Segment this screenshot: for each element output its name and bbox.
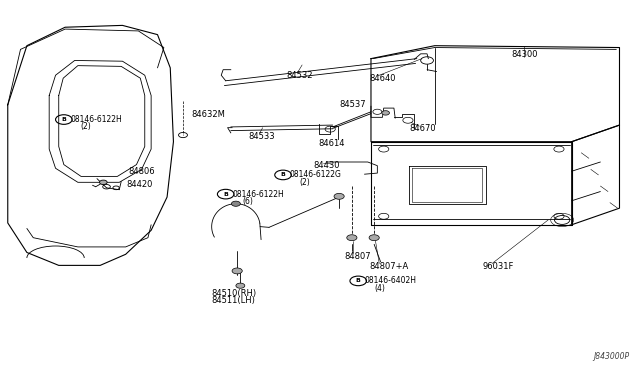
Text: (6): (6) — [243, 197, 253, 206]
Text: J843000P: J843000P — [593, 352, 629, 361]
Text: 84420: 84420 — [126, 180, 153, 189]
Text: B: B — [223, 192, 228, 197]
Text: 08146-6402H: 08146-6402H — [365, 276, 417, 285]
Text: 84807: 84807 — [344, 251, 371, 261]
Text: 84806: 84806 — [129, 167, 156, 176]
Circle shape — [100, 180, 107, 185]
Text: 08146-6122G: 08146-6122G — [289, 170, 341, 179]
Text: B: B — [280, 173, 285, 177]
Text: 84510(RH): 84510(RH) — [212, 289, 257, 298]
Text: B: B — [356, 278, 361, 283]
Circle shape — [232, 201, 241, 206]
Text: 84614: 84614 — [319, 139, 345, 148]
Text: 84670: 84670 — [409, 124, 436, 133]
Circle shape — [369, 235, 380, 241]
Text: 08146-6122H: 08146-6122H — [232, 190, 284, 199]
Text: 84640: 84640 — [370, 74, 396, 83]
Text: B: B — [61, 117, 67, 122]
Circle shape — [334, 193, 344, 199]
Text: 84430: 84430 — [314, 161, 340, 170]
Text: 84532: 84532 — [287, 71, 314, 80]
Text: 08146-6122H: 08146-6122H — [70, 115, 122, 124]
Circle shape — [236, 283, 245, 288]
Text: 84533: 84533 — [248, 132, 275, 141]
Text: 84300: 84300 — [511, 51, 538, 60]
Circle shape — [382, 111, 390, 115]
Text: 84511(LH): 84511(LH) — [212, 296, 255, 305]
Text: 84807+A: 84807+A — [370, 262, 409, 270]
Text: (2): (2) — [300, 178, 310, 187]
Text: 84537: 84537 — [339, 100, 365, 109]
Circle shape — [347, 235, 357, 241]
Text: (4): (4) — [375, 284, 386, 293]
Text: 84632M: 84632M — [191, 109, 225, 119]
Text: (2): (2) — [81, 122, 91, 131]
Circle shape — [232, 268, 243, 274]
Text: 96031F: 96031F — [483, 262, 514, 270]
